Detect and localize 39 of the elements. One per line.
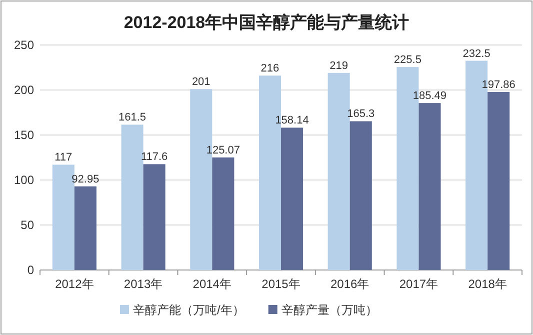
x-tick-label: 2016年 [330,277,370,291]
chart-title: 2012-2018年中国辛醇产能与产量统计 [124,13,410,32]
bar [418,103,441,270]
bar [143,164,166,270]
bar [328,72,350,270]
x-tick-label: 2014年 [192,277,232,291]
y-tick-label: 200 [14,83,34,97]
data-label: 125.07 [206,144,240,156]
data-label: 117.6 [140,151,168,164]
bar [350,121,372,270]
data-label: 216 [260,62,280,75]
bar [121,124,144,270]
x-tick-label: 2013年 [124,277,163,291]
y-tick-label: 100 [14,173,34,187]
x-tick-label: 2012年 [55,277,94,291]
data-label: 185.49 [412,90,447,102]
y-tick-label: 250 [14,38,34,52]
bar [281,128,304,270]
data-label: 158.14 [275,114,309,127]
y-tick-label: 50 [20,218,34,232]
legend-label: 辛醇产能（万吨/年） [133,303,244,317]
y-tick-label: 150 [14,128,34,142]
x-tick-label: 2018年 [468,277,507,291]
data-label: 225.5 [394,54,422,66]
bar [74,186,96,270]
y-tick-label: 0 [27,263,34,277]
bar [212,157,234,270]
data-label: 232.5 [462,48,490,60]
bar [488,92,510,270]
legend-label: 辛醇产量（万吨） [281,303,378,317]
x-tick-label: 2015年 [262,277,300,291]
x-tick-label: 2017年 [399,277,438,291]
data-label: 117 [54,152,72,164]
data-label: 197.86 [482,78,516,91]
data-label: 92.95 [72,173,100,186]
data-label: 219 [330,60,348,72]
data-label: 161.5 [118,112,146,124]
data-label: 165.3 [347,108,375,120]
data-label: 201 [192,76,210,88]
